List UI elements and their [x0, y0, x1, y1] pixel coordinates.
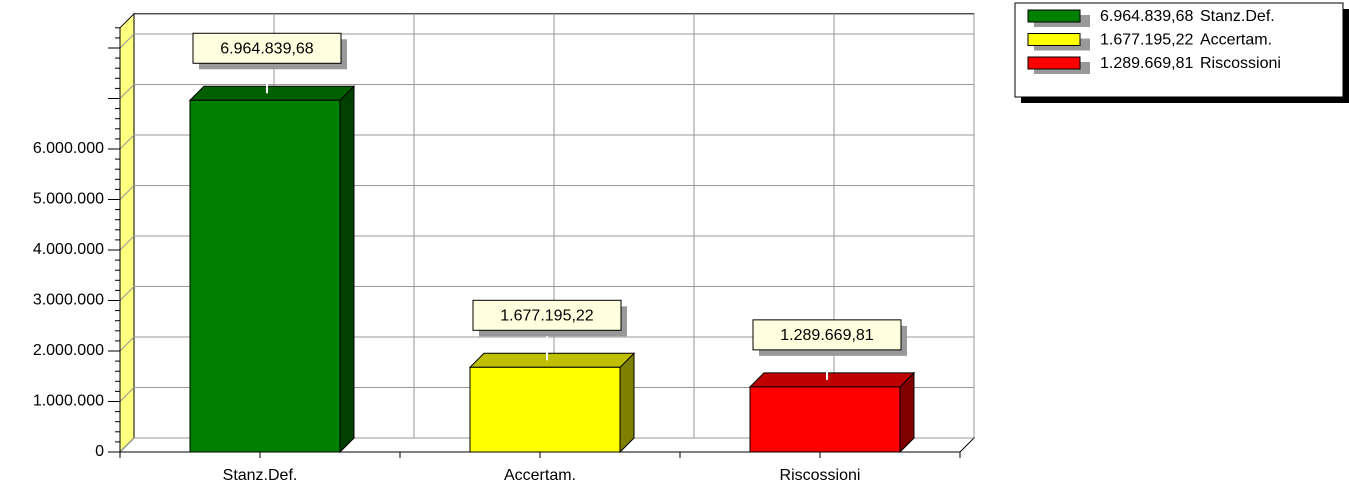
legend-label: Stanz.Def.	[1200, 8, 1275, 25]
legend-value: 1.289.669,81	[1100, 55, 1194, 72]
bar-side	[619, 352, 635, 454]
value-label: 6.964.839,68	[220, 40, 314, 57]
bar-top	[748, 372, 916, 388]
y-tick-label: 5.000.000	[33, 191, 104, 208]
legend-swatch	[1027, 33, 1081, 46]
legend-value: 6.964.839,68	[1100, 8, 1194, 25]
bar-side	[339, 85, 355, 454]
bar	[468, 352, 636, 454]
legend-label: Accertam.	[1200, 32, 1272, 49]
bar-front	[189, 99, 341, 453]
bar-top	[188, 85, 356, 101]
x-tick-label: Riscossioni	[780, 467, 861, 484]
value-label: 1.289.669,81	[780, 327, 874, 344]
bar-front	[469, 366, 621, 453]
y-tick-label: 4.000.000	[33, 241, 104, 258]
x-tick-label: Stanz.Def.	[223, 467, 298, 484]
legend-value: 1.677.195,22	[1100, 32, 1194, 49]
grid-line-side	[119, 387, 135, 402]
legend-swatch	[1027, 9, 1081, 23]
label-box	[192, 32, 342, 64]
side-wall	[119, 12, 135, 454]
grid-line-side	[119, 286, 135, 301]
value-label: 1.677.195,22	[500, 308, 594, 325]
legend-label: Riscossioni	[1200, 55, 1281, 72]
y-tick-label: 1.000.000	[33, 393, 104, 410]
grid-line-side	[119, 336, 135, 352]
grid-line-side	[119, 437, 135, 453]
grid-line-side	[119, 185, 135, 200]
grid-line-side	[119, 84, 135, 99]
y-tick-label: 0	[95, 443, 104, 460]
label-box	[472, 299, 622, 331]
x-tick-label: Accertam.	[504, 467, 576, 484]
bar	[748, 371, 916, 454]
label-box	[752, 319, 902, 351]
y-tick-label: 6.000.000	[33, 140, 104, 157]
bar	[188, 85, 356, 454]
y-tick-label: 2.000.000	[33, 342, 104, 359]
grid-line-side	[119, 134, 135, 150]
bar-front	[749, 386, 901, 453]
grid-line-side	[119, 33, 135, 49]
legend-swatch	[1027, 56, 1081, 70]
y-tick-label: 3.000.000	[33, 292, 104, 309]
bar-top	[468, 352, 636, 368]
grid-line-side	[119, 235, 135, 251]
